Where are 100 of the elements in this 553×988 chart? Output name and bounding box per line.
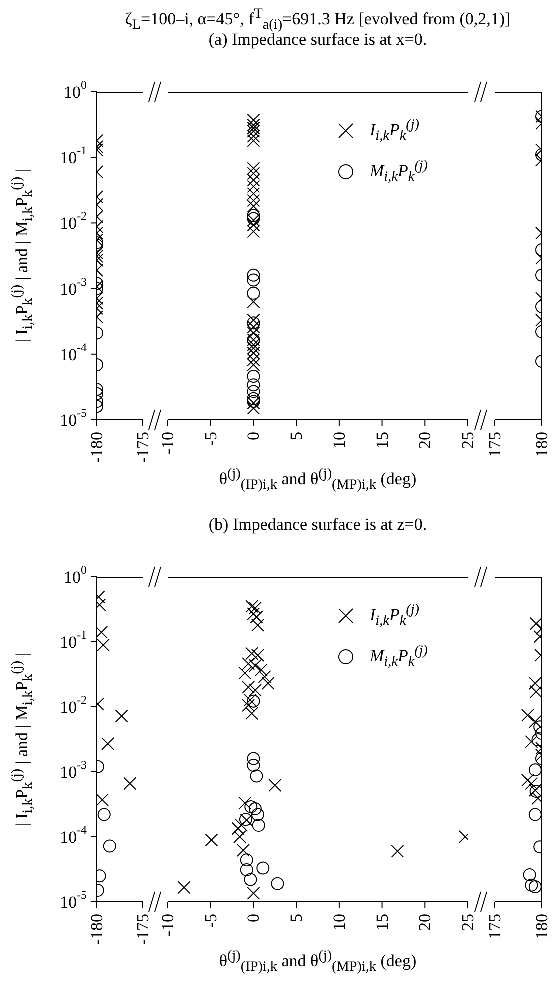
- point: [252, 618, 264, 632]
- x-tick-label: -5: [201, 432, 220, 446]
- point: [247, 752, 260, 766]
- point: [247, 607, 260, 620]
- x-tick-label: -175: [134, 914, 152, 946]
- point: [97, 794, 110, 807]
- point: [268, 778, 282, 792]
- chart-title: (b) Impedance surface is at z=0.: [208, 515, 428, 535]
- x-tick-label: 5: [287, 914, 306, 922]
- chart-title: ζ$_{L}$=100–i, α=45°, f$^{T}$$_{a(i)}$=691.3 Hz [evolved from (0,2,1)]: [125, 6, 511, 34]
- point: [247, 180, 260, 194]
- point: [247, 758, 260, 772]
- point: [247, 354, 260, 367]
- point: [250, 770, 264, 783]
- x-tick-label: 175: [486, 432, 504, 458]
- y-tick-label: 10$^{-1}$: [60, 628, 88, 652]
- point: [247, 358, 260, 372]
- y-tick-label: 10$^{-2}$: [60, 209, 88, 233]
- point: [250, 610, 264, 624]
- point: [248, 684, 262, 697]
- point: [240, 854, 254, 867]
- point: [247, 326, 260, 340]
- point: [247, 370, 260, 384]
- x-tick-label: 175: [486, 914, 504, 940]
- y-tick-label: 10$^{0}$: [64, 78, 88, 102]
- point: [247, 162, 260, 176]
- point: [247, 342, 260, 355]
- point: [247, 402, 260, 415]
- point: [247, 114, 260, 127]
- x-tick-label: 0: [244, 432, 264, 440]
- point: [247, 130, 260, 143]
- point: [252, 648, 264, 662]
- point: [248, 602, 262, 615]
- point: [124, 777, 137, 790]
- y-tick-label: 10$^{-3}$: [60, 758, 88, 782]
- point: [232, 822, 245, 836]
- x-tick-label: 20: [416, 914, 435, 931]
- y-tick-label: 10$^{-4}$: [60, 823, 88, 846]
- point: [244, 873, 258, 886]
- y-tick-label: 10$^{-2}$: [60, 693, 88, 716]
- point: [247, 200, 260, 213]
- point: [258, 670, 272, 684]
- point: [178, 881, 191, 894]
- point: [247, 346, 260, 360]
- point: [247, 316, 260, 330]
- point: [247, 167, 260, 180]
- y-tick-label: 10$^{-5}$: [60, 888, 88, 912]
- point: [247, 225, 260, 238]
- point: [247, 392, 260, 406]
- point: [256, 862, 270, 875]
- y-tick-label: 10$^{-5}$: [60, 406, 88, 430]
- x-tick-label: 0: [244, 914, 264, 922]
- point: [247, 286, 260, 300]
- x-tick-label: 10: [330, 914, 349, 931]
- point: [247, 268, 260, 282]
- point: [234, 830, 246, 844]
- point: [247, 295, 260, 308]
- point: [238, 796, 252, 810]
- point: [247, 887, 260, 900]
- x-tick-label: 25: [458, 914, 478, 931]
- x-tick-label: 15: [372, 914, 392, 931]
- point: [205, 834, 218, 847]
- point: [247, 187, 260, 200]
- point: [244, 694, 257, 707]
- y-tick-label: 10$^{-4}$: [60, 340, 88, 364]
- y-tick-label: 10$^{-1}$: [60, 144, 88, 168]
- point: [254, 664, 268, 677]
- point: [235, 819, 248, 832]
- point: [271, 877, 284, 890]
- point: [244, 800, 258, 814]
- point: [247, 218, 260, 232]
- point: [247, 378, 260, 392]
- point: [247, 209, 260, 222]
- point: [242, 657, 256, 670]
- point: [238, 666, 252, 680]
- x-tick-label: 15: [372, 432, 392, 449]
- y-tick-label: 10$^{0}$: [64, 563, 88, 586]
- point: [247, 194, 260, 208]
- point: [115, 710, 128, 723]
- point: [248, 802, 262, 816]
- point: [247, 118, 260, 132]
- point: [247, 385, 260, 398]
- point: [246, 600, 258, 614]
- x-tick-label: -10: [158, 432, 178, 455]
- x-tick-label: 20: [416, 432, 435, 449]
- point: [262, 676, 275, 690]
- point: [246, 647, 258, 660]
- point: [247, 124, 260, 138]
- point: [247, 174, 260, 187]
- point: [247, 694, 260, 708]
- point: [246, 707, 258, 720]
- point: [97, 626, 108, 639]
- point: [252, 819, 266, 832]
- x-tick-label: -5: [201, 914, 220, 928]
- x-axis-title: θ$^{(j)}$$_{(IP)i,k}$ and θ$^{(j)}$$_{(MP)i,k}$ (deg): [219, 466, 417, 494]
- point: [248, 659, 262, 672]
- point: [240, 864, 254, 877]
- point: [247, 134, 260, 148]
- point: [252, 808, 264, 822]
- point: [247, 274, 260, 287]
